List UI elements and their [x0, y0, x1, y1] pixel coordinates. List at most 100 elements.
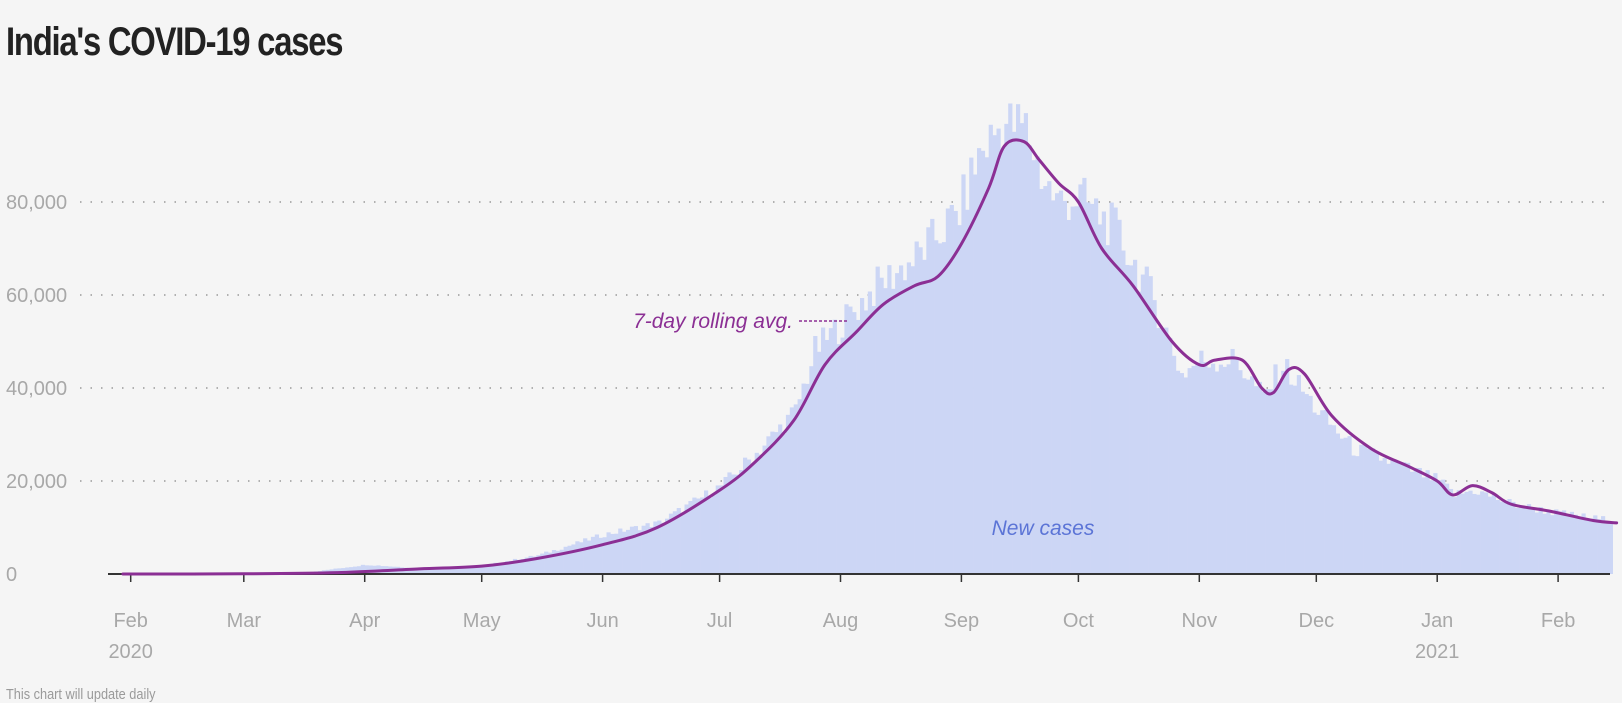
bar-new-cases	[1441, 480, 1445, 574]
bar-new-cases	[1238, 370, 1242, 574]
bar-new-cases	[790, 407, 794, 574]
bar-new-cases	[1597, 519, 1601, 574]
bar-new-cases	[794, 404, 798, 574]
bar-new-cases	[926, 227, 930, 574]
bar-new-cases	[1461, 494, 1465, 574]
bar-new-cases	[1160, 330, 1164, 574]
bar-new-cases	[1137, 292, 1141, 574]
bar-new-cases	[763, 446, 767, 574]
bar-new-cases	[1211, 364, 1215, 574]
bar-new-cases	[1180, 373, 1184, 574]
bar-new-cases	[883, 288, 887, 574]
x-tick-label: Apr	[349, 610, 380, 632]
x-tick-label: Dec	[1299, 610, 1335, 632]
bar-new-cases	[587, 541, 591, 574]
bar-new-cases	[1199, 351, 1203, 574]
bar-new-cases	[1184, 377, 1188, 574]
bar-new-cases	[1098, 224, 1102, 574]
bar-new-cases	[1500, 502, 1504, 574]
bar-new-cases	[786, 415, 790, 574]
bar-new-cases	[817, 352, 821, 574]
bar-new-cases	[1383, 458, 1387, 574]
bar-new-cases	[1523, 508, 1527, 574]
bar-new-cases	[1550, 515, 1554, 574]
rolling-average-label: 7-day rolling avg.	[633, 310, 793, 333]
x-tick-label: Sep	[944, 610, 980, 632]
bar-new-cases	[1242, 378, 1246, 574]
bar-new-cases	[1305, 394, 1309, 574]
bar-new-cases	[1293, 386, 1297, 574]
bar-new-cases	[1429, 480, 1433, 574]
bar-new-cases	[1422, 477, 1426, 574]
bar-new-cases	[958, 225, 962, 574]
bar-new-cases	[1379, 461, 1383, 574]
bar-new-cases	[922, 260, 926, 574]
bar-new-cases	[1449, 489, 1453, 574]
bar-new-cases	[1601, 516, 1605, 574]
y-tick-label: 80,000	[6, 192, 67, 214]
y-tick-label: 60,000	[6, 285, 67, 307]
bar-new-cases	[1234, 359, 1238, 574]
bar-new-cases	[1492, 494, 1496, 574]
bar-new-cases	[1000, 150, 1004, 574]
bar-new-cases	[1566, 516, 1570, 574]
bar-new-cases	[989, 125, 993, 574]
bar-new-cases	[591, 537, 595, 574]
bar-new-cases	[564, 547, 568, 574]
bar-new-cases	[802, 384, 806, 574]
bar-new-cases	[1149, 276, 1153, 574]
bar-new-cases	[1301, 392, 1305, 574]
bar-new-cases	[1480, 491, 1484, 574]
bar-new-cases	[1129, 265, 1133, 574]
bar-new-cases	[1437, 480, 1441, 574]
bar-new-cases	[544, 552, 548, 574]
bar-new-cases	[1543, 514, 1547, 574]
bar-new-cases	[829, 328, 833, 574]
bar-new-cases	[1507, 499, 1511, 574]
bar-new-cases	[638, 530, 642, 574]
bar-new-cases	[1351, 456, 1355, 574]
bar-new-cases	[915, 241, 919, 574]
bar-new-cases	[1297, 375, 1301, 574]
bar-new-cases	[1047, 181, 1051, 574]
bar-new-cases	[712, 495, 716, 574]
bar-new-cases	[1008, 103, 1012, 574]
bar-new-cases	[1309, 396, 1313, 574]
bar-new-cases	[1445, 484, 1449, 574]
bar-new-cases	[727, 472, 731, 574]
bar-new-cases	[1270, 389, 1274, 574]
bar-new-cases	[1262, 392, 1266, 574]
bar-new-cases	[575, 541, 579, 574]
bar-new-cases	[1016, 104, 1020, 574]
bar-new-cases	[1570, 512, 1574, 574]
x-tick-label: Oct	[1063, 610, 1095, 632]
bar-new-cases	[813, 336, 817, 574]
bar-new-cases	[1281, 371, 1285, 574]
bar-new-cases	[891, 289, 895, 574]
bar-new-cases	[1574, 515, 1578, 574]
bar-new-cases	[1254, 386, 1258, 574]
bar-new-cases	[1094, 198, 1098, 574]
bar-new-cases	[1585, 518, 1589, 574]
y-tick-label: 40,000	[6, 378, 67, 400]
x-tick-label: Feb	[113, 610, 147, 632]
bar-new-cases	[1153, 300, 1157, 574]
bar-new-cases	[1219, 365, 1223, 574]
bar-new-cases	[1223, 367, 1227, 574]
bar-new-cases	[1348, 436, 1352, 574]
y-tick-label: 20,000	[6, 471, 67, 493]
bar-new-cases	[649, 527, 653, 574]
bar-new-cases	[579, 542, 583, 574]
bar-new-cases	[1250, 376, 1254, 574]
bar-new-cases	[782, 434, 786, 574]
x-tick-year-label: 2020	[108, 641, 153, 663]
bar-new-cases	[747, 460, 751, 574]
bar-new-cases	[1004, 124, 1008, 574]
bar-new-cases	[895, 273, 899, 574]
bar-new-cases	[1465, 492, 1469, 574]
bar-new-cases	[610, 534, 614, 574]
bar-new-cases	[1496, 500, 1500, 574]
bar-new-cases	[1195, 365, 1199, 574]
bar-new-cases	[1082, 178, 1086, 574]
bar-new-cases	[1406, 463, 1410, 574]
